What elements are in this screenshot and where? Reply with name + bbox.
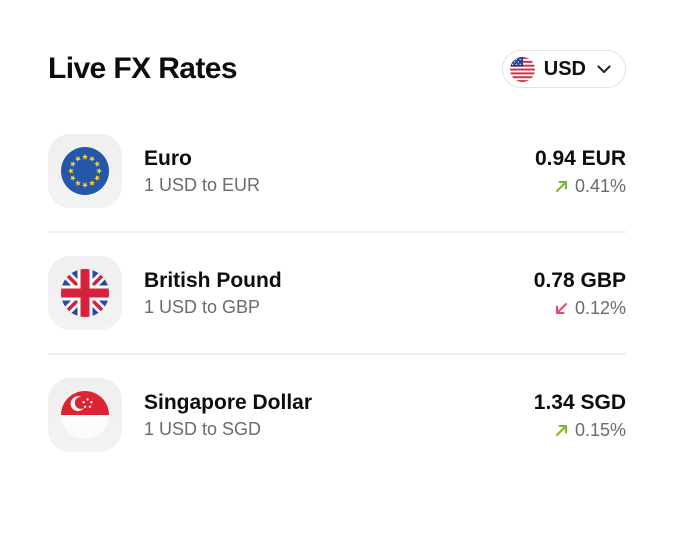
- currency-pair: 1 USD to GBP: [144, 296, 261, 317]
- fx-rates-widget: Live FX Rates: [0, 48, 674, 552]
- trend-up-icon: [554, 423, 569, 438]
- rate-row-eur[interactable]: Euro 1 USD to EUR 0.94 EUR 0.41%: [48, 111, 626, 231]
- sg-flag-icon: [48, 378, 122, 452]
- rate-row-sgd[interactable]: Singapore Dollar 1 USD to SGD 1.34 SGD 0…: [48, 353, 626, 475]
- currency-name: British Pound: [144, 268, 282, 292]
- change-percent: 0.41%: [574, 176, 626, 197]
- currency-selector-button[interactable]: USD: [501, 50, 626, 88]
- currency-name: Euro: [144, 146, 192, 170]
- currency-name: Singapore Dollar: [144, 390, 313, 414]
- eu-flag-icon: [48, 134, 122, 208]
- rate-value: 0.94 EUR: [534, 146, 626, 170]
- header: Live FX Rates: [48, 48, 626, 90]
- trend-up-icon: [554, 179, 569, 194]
- chevron-down-icon: [597, 64, 611, 74]
- currency-selector-label: USD: [543, 58, 586, 80]
- change-percent: 0.12%: [574, 298, 626, 319]
- rate-value: 1.34 SGD: [533, 390, 626, 414]
- page-title: Live FX Rates: [48, 52, 238, 85]
- currency-pair: 1 USD to EUR: [144, 174, 261, 195]
- trend-down-icon: [554, 301, 569, 316]
- currency-pair: 1 USD to SGD: [144, 418, 262, 439]
- rates-list: Euro 1 USD to EUR 0.94 EUR 0.41%: [48, 111, 626, 475]
- change-percent: 0.15%: [574, 420, 626, 441]
- rate-row-gbp[interactable]: British Pound 1 USD to GBP 0.78 GBP 0.12…: [48, 231, 626, 353]
- us-flag-icon: [509, 56, 535, 82]
- rate-value: 0.78 GBP: [533, 268, 626, 292]
- uk-flag-icon: [48, 256, 122, 330]
